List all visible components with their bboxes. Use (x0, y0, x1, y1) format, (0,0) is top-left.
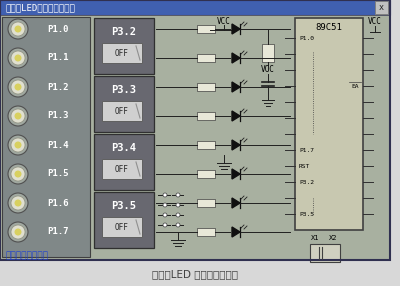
Text: 访问平凡的单片机: 访问平凡的单片机 (6, 251, 49, 261)
Circle shape (163, 213, 167, 217)
Circle shape (14, 55, 22, 61)
Text: P1.0: P1.0 (299, 35, 314, 41)
Circle shape (8, 135, 28, 155)
Text: X2: X2 (329, 235, 337, 241)
Circle shape (14, 112, 22, 120)
Circle shape (11, 109, 25, 123)
Text: P1.7: P1.7 (47, 227, 69, 237)
Text: OFF: OFF (115, 106, 129, 116)
Bar (197, 228, 215, 236)
Bar (197, 25, 215, 33)
Bar (0, 0, 390, 15)
Polygon shape (232, 53, 240, 63)
Polygon shape (232, 169, 240, 179)
Polygon shape (232, 82, 240, 92)
Text: P1.2: P1.2 (47, 82, 69, 92)
Text: P1.7: P1.7 (299, 148, 314, 152)
Circle shape (14, 170, 22, 178)
Bar (2, 17, 90, 257)
Circle shape (163, 223, 167, 227)
Circle shape (176, 223, 180, 227)
Text: 键盘、LED 显示实验仿真板: 键盘、LED 显示实验仿真板 (152, 269, 238, 279)
Bar (375, 1, 388, 14)
Text: P3.2: P3.2 (112, 27, 136, 37)
Bar (94, 134, 154, 190)
Circle shape (8, 193, 28, 213)
Bar (197, 54, 215, 62)
Bar (102, 217, 142, 237)
Text: P1.6: P1.6 (47, 198, 69, 208)
Text: EA: EA (351, 84, 359, 88)
Text: OFF: OFF (115, 49, 129, 57)
Text: P1.1: P1.1 (47, 53, 69, 63)
Circle shape (14, 84, 22, 90)
Circle shape (176, 193, 180, 197)
Text: P3.5: P3.5 (112, 201, 136, 211)
Bar (197, 112, 215, 120)
Circle shape (11, 22, 25, 36)
Text: 89C51: 89C51 (316, 23, 342, 31)
Circle shape (176, 213, 180, 217)
Circle shape (14, 142, 22, 148)
Text: OFF: OFF (115, 164, 129, 174)
Text: P1.4: P1.4 (47, 140, 69, 150)
Circle shape (8, 222, 28, 242)
Polygon shape (232, 198, 240, 208)
Circle shape (163, 193, 167, 197)
Text: 键盘、LED显示实验仿真板: 键盘、LED显示实验仿真板 (5, 3, 75, 12)
Text: VCC: VCC (217, 17, 231, 25)
Polygon shape (232, 111, 240, 121)
Text: X1: X1 (311, 235, 319, 241)
Bar (102, 43, 142, 63)
Polygon shape (232, 227, 240, 237)
Circle shape (8, 48, 28, 68)
Bar (94, 76, 154, 132)
Text: RST: RST (299, 164, 310, 168)
Bar (94, 192, 154, 248)
Text: P1.0: P1.0 (47, 25, 69, 33)
Bar (197, 141, 215, 149)
Text: P3.3: P3.3 (112, 85, 136, 95)
Circle shape (11, 167, 25, 181)
Bar (102, 159, 142, 179)
Circle shape (11, 80, 25, 94)
Circle shape (11, 196, 25, 210)
Bar (310, 244, 340, 262)
Bar (0, 15, 390, 260)
Circle shape (176, 203, 180, 207)
Circle shape (8, 164, 28, 184)
Circle shape (11, 225, 25, 239)
Text: P3.2: P3.2 (299, 180, 314, 184)
Circle shape (11, 51, 25, 65)
Circle shape (14, 229, 22, 235)
Bar (295, 18, 363, 230)
Text: P1.5: P1.5 (47, 170, 69, 178)
Bar (94, 18, 154, 74)
Text: x: x (379, 3, 384, 12)
Bar (102, 101, 142, 121)
Circle shape (14, 25, 22, 33)
Polygon shape (232, 24, 240, 34)
Circle shape (163, 203, 167, 207)
Circle shape (8, 19, 28, 39)
Bar (197, 199, 215, 207)
Circle shape (11, 138, 25, 152)
Text: P3.4: P3.4 (112, 143, 136, 153)
Text: VCC: VCC (261, 65, 275, 74)
Polygon shape (232, 140, 240, 150)
Bar (197, 170, 215, 178)
Text: VCC: VCC (368, 17, 382, 27)
Text: P3.5: P3.5 (299, 212, 314, 217)
Circle shape (8, 77, 28, 97)
Circle shape (8, 106, 28, 126)
Bar (262, 44, 274, 62)
Text: OFF: OFF (115, 223, 129, 231)
Bar (197, 83, 215, 91)
Text: P1.3: P1.3 (47, 112, 69, 120)
Circle shape (14, 200, 22, 206)
